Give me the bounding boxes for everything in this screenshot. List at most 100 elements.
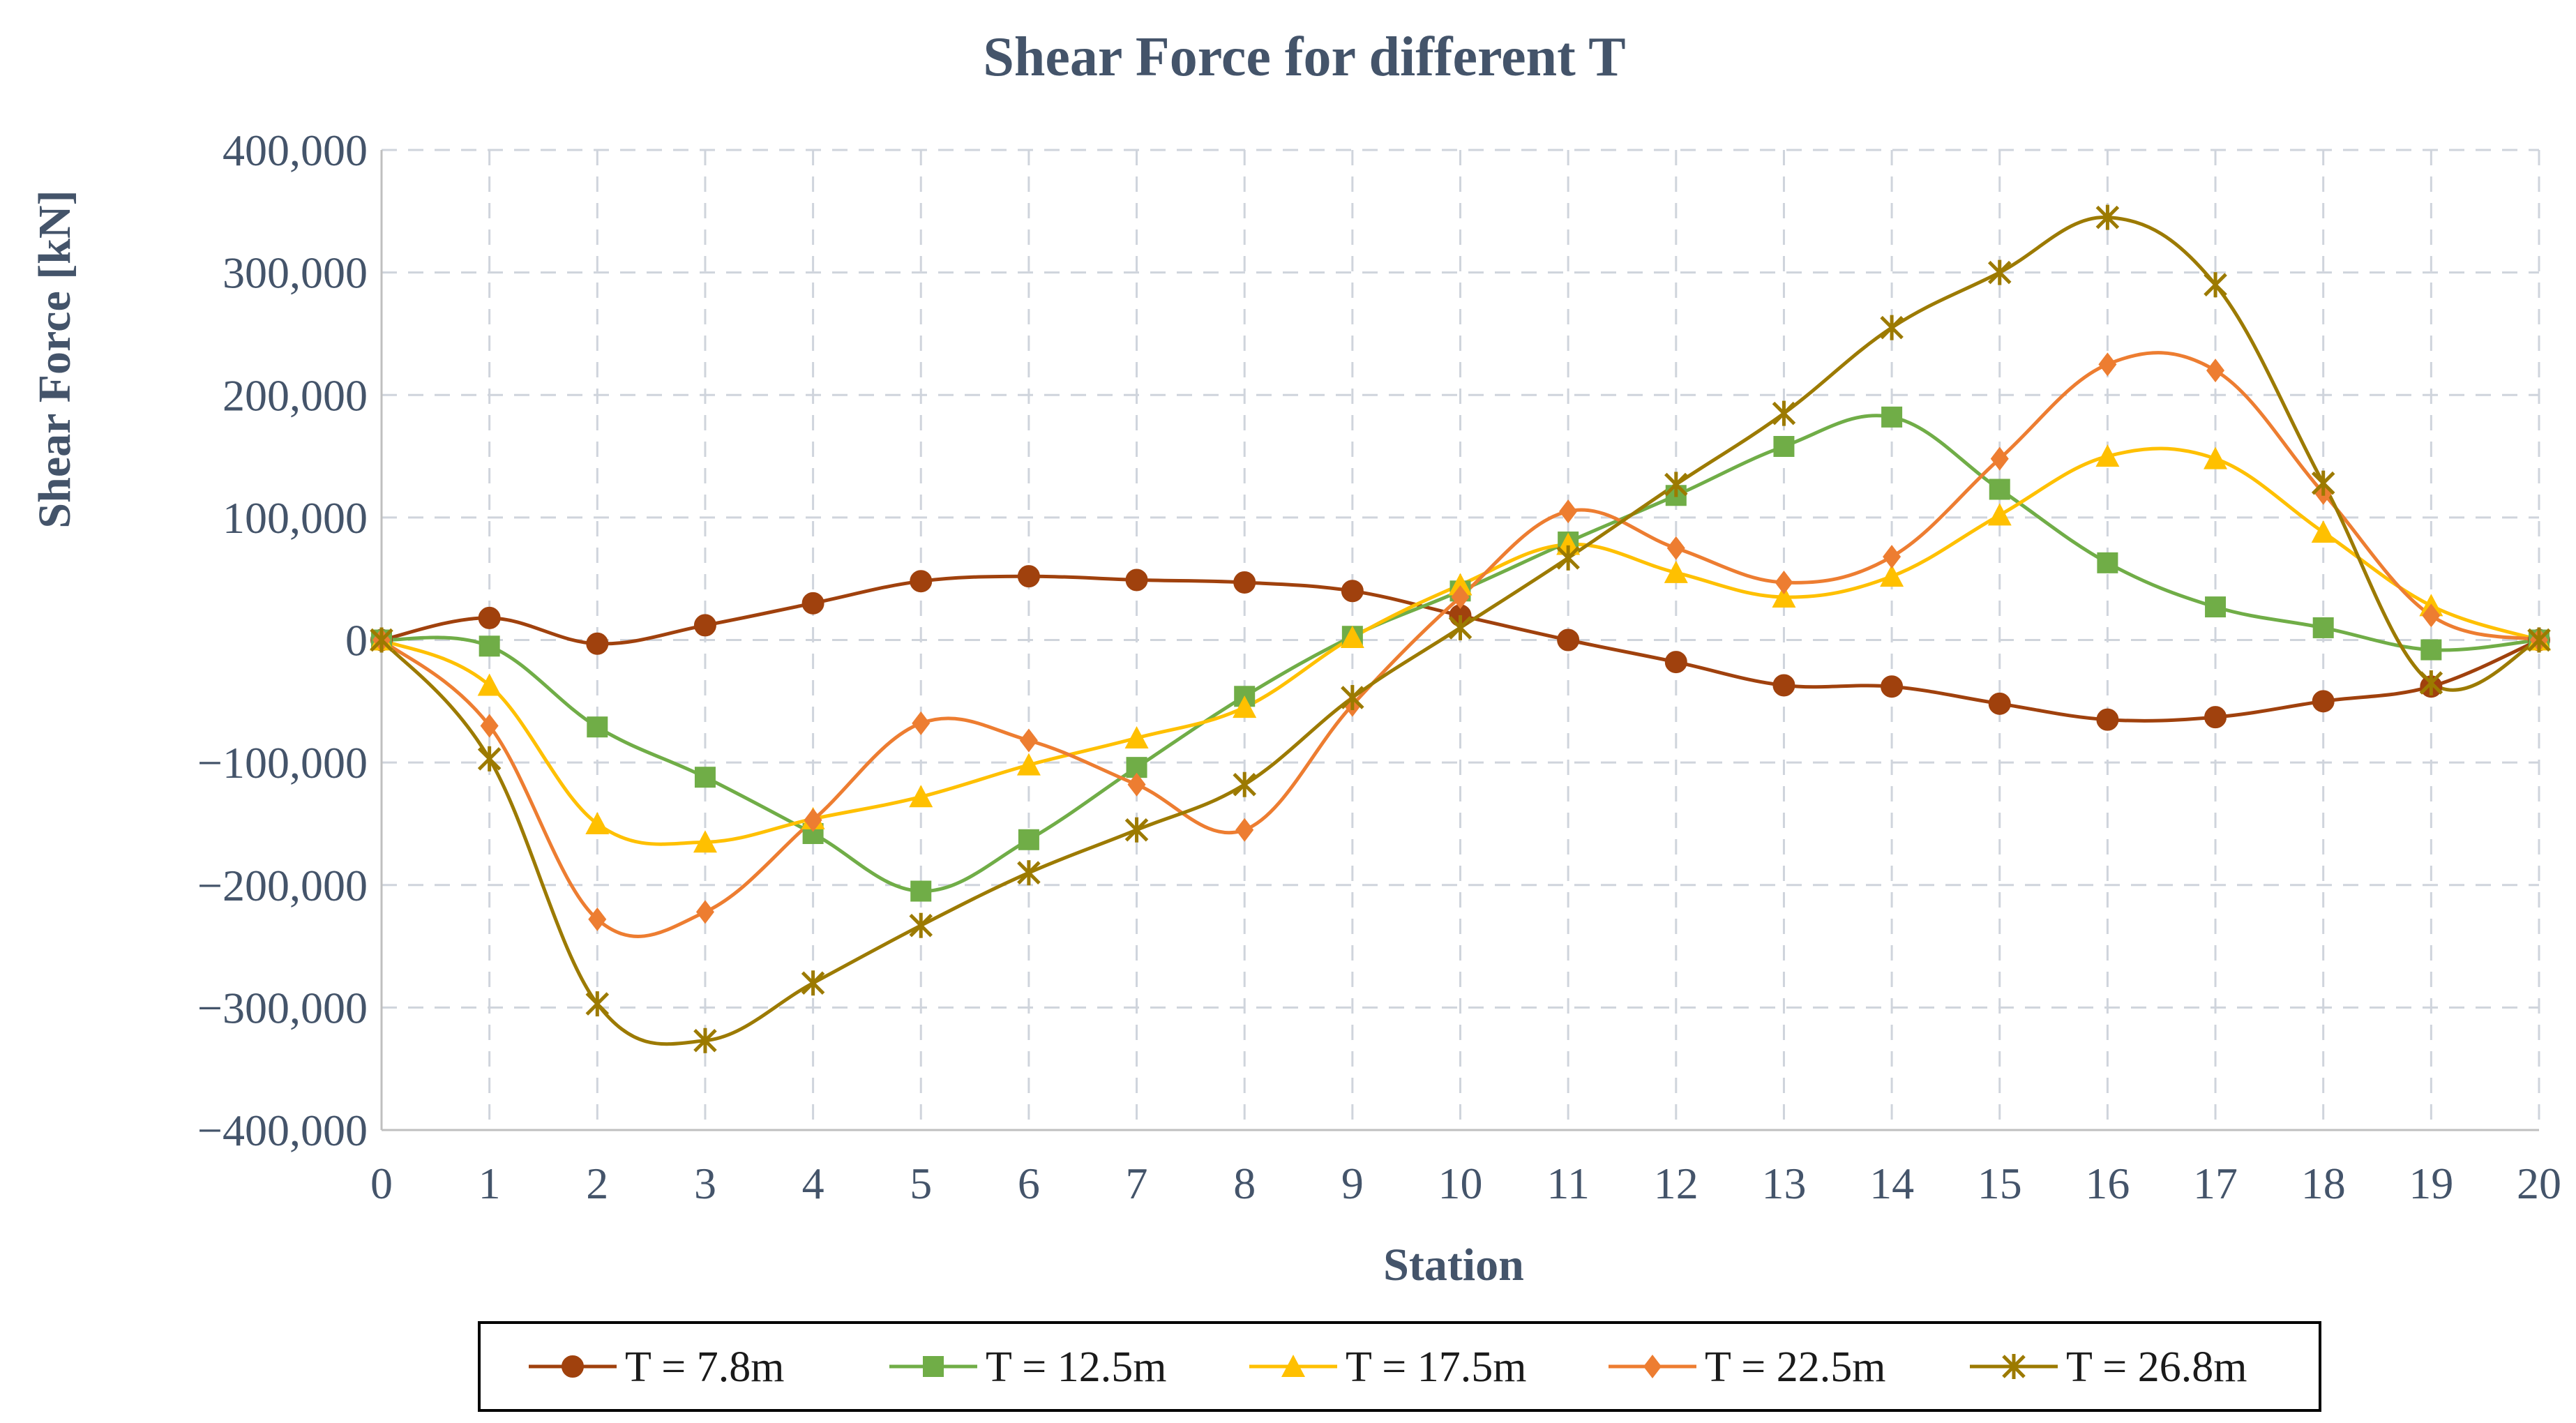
data-point-series-2 <box>479 635 500 657</box>
data-point-series-2 <box>1018 829 1039 850</box>
data-point-series-5 <box>1556 545 1580 571</box>
x-tick-label: 9 <box>1341 1159 1364 1208</box>
y-tick-label: −300,000 <box>197 983 368 1032</box>
data-point-series-1 <box>1125 569 1148 592</box>
data-point-series-4 <box>695 900 714 924</box>
data-point-series-4 <box>588 907 607 931</box>
x-tick-label: 11 <box>1546 1159 1590 1208</box>
x-tick-label: 8 <box>1233 1159 1256 1208</box>
y-tick-label: 300,000 <box>223 248 368 298</box>
legend-label: T = 12.5m <box>986 1343 1166 1391</box>
data-point-series-4 <box>1559 499 1578 524</box>
data-point-series-3 <box>1556 532 1581 555</box>
x-tick-label: 5 <box>910 1159 932 1208</box>
data-point-series-5 <box>1233 771 1256 797</box>
data-point-series-4 <box>1666 536 1685 560</box>
data-point-series-1 <box>1664 651 1687 674</box>
data-point-series-4 <box>1019 728 1038 753</box>
data-point-series-4 <box>1775 570 1793 594</box>
data-point-series-1 <box>2204 706 2227 729</box>
data-point-series-5 <box>2204 272 2227 298</box>
data-point-series-3 <box>1124 726 1149 748</box>
y-tick-label: 100,000 <box>223 493 368 543</box>
data-point-series-5 <box>909 912 933 938</box>
x-tick-label: 0 <box>370 1159 393 1208</box>
data-point-series-5 <box>2095 204 2120 230</box>
data-point-series-1 <box>586 632 609 655</box>
data-point-series-2 <box>2312 617 2334 638</box>
data-point-series-5 <box>585 991 610 1017</box>
data-point-series-2 <box>694 767 716 788</box>
data-point-series-1 <box>2312 690 2335 713</box>
data-point-series-1 <box>1772 674 1795 697</box>
x-tick-labels: 0 1 2 3 4 5 6 7 8 9 10 11 12 13 14 15 16 17 18 19 20 <box>370 1159 2561 1208</box>
data-point-series-5 <box>477 746 502 771</box>
data-point-series-4 <box>2206 359 2225 383</box>
series-markers <box>370 204 2551 1053</box>
data-point-series-2 <box>2097 552 2118 573</box>
x-tick-label: 3 <box>694 1159 716 1208</box>
legend-entry: T = 12.5m <box>889 1343 1166 1391</box>
x-axis-title: Station <box>1383 1240 1524 1290</box>
y-tick-label: 0 <box>345 616 368 665</box>
data-point-series-5 <box>1664 472 1688 497</box>
x-tick-label: 14 <box>1869 1159 1914 1208</box>
x-tick-label: 1 <box>479 1159 501 1208</box>
data-point-series-1 <box>1341 580 1364 603</box>
x-tick-label: 2 <box>586 1159 608 1208</box>
data-point-series-4 <box>480 714 499 738</box>
data-point-series-4 <box>804 808 822 832</box>
y-tick-label: −400,000 <box>197 1106 368 1155</box>
data-point-series-1 <box>1881 675 1904 698</box>
y-tick-label: −200,000 <box>197 861 368 910</box>
x-tick-label: 10 <box>1438 1159 1483 1208</box>
legend-marker <box>1281 1355 1305 1377</box>
x-tick-label: 19 <box>2409 1159 2453 1208</box>
legend-entry: T = 26.8m <box>1970 1343 2247 1391</box>
data-point-series-1 <box>478 606 501 629</box>
data-point-series-2 <box>1773 436 1795 458</box>
x-tick-label: 7 <box>1126 1159 1148 1208</box>
data-point-series-5 <box>1341 685 1364 711</box>
data-point-series-2 <box>1989 479 2010 500</box>
data-point-series-5 <box>1448 615 1472 640</box>
data-point-series-5 <box>1124 817 1149 843</box>
data-point-series-3 <box>1772 585 1796 608</box>
x-tick-label: 15 <box>1978 1159 2022 1208</box>
legend-entry: T = 17.5m <box>1249 1343 1526 1391</box>
data-point-series-2 <box>587 716 608 738</box>
x-tick-label: 6 <box>1018 1159 1040 1208</box>
legend-marker <box>562 1355 584 1378</box>
data-point-series-3 <box>1664 560 1688 583</box>
data-point-series-4 <box>2422 603 2441 628</box>
chart-title: Shear Force for different T <box>983 27 1625 88</box>
data-point-series-3 <box>1016 753 1041 776</box>
data-point-series-5 <box>1772 400 1796 426</box>
x-tick-label: 18 <box>2301 1159 2346 1208</box>
legend-label: T = 22.5m <box>1705 1343 1885 1391</box>
data-point-series-4 <box>1451 585 1470 610</box>
data-point-series-1 <box>1017 565 1040 588</box>
data-point-series-4 <box>1235 818 1254 842</box>
data-point-series-4 <box>1990 446 2009 471</box>
data-point-series-4 <box>912 711 931 735</box>
data-point-series-1 <box>2096 708 2119 731</box>
x-tick-label: 4 <box>802 1159 824 1208</box>
legend-entry: T = 22.5m <box>1609 1343 1885 1391</box>
x-tick-label: 17 <box>2193 1159 2238 1208</box>
data-point-series-4 <box>2098 352 2117 377</box>
y-tick-labels: 400,000 300,000 200,000 100,000 0 −100,000 −20… <box>197 126 368 1155</box>
data-point-series-3 <box>1233 695 1257 718</box>
data-point-series-4 <box>1127 772 1146 797</box>
legend-label: T = 26.8m <box>2066 1343 2247 1391</box>
legend-marker <box>2002 1354 2026 1379</box>
data-point-series-3 <box>1340 625 1364 648</box>
data-point-series-5 <box>1017 860 1041 886</box>
data-point-series-1 <box>801 592 824 615</box>
data-point-series-3 <box>909 785 933 808</box>
data-point-series-5 <box>2527 627 2551 653</box>
data-point-series-5 <box>2419 670 2443 695</box>
data-point-series-3 <box>693 830 717 853</box>
legend-entry: T = 7.8m <box>529 1343 784 1391</box>
